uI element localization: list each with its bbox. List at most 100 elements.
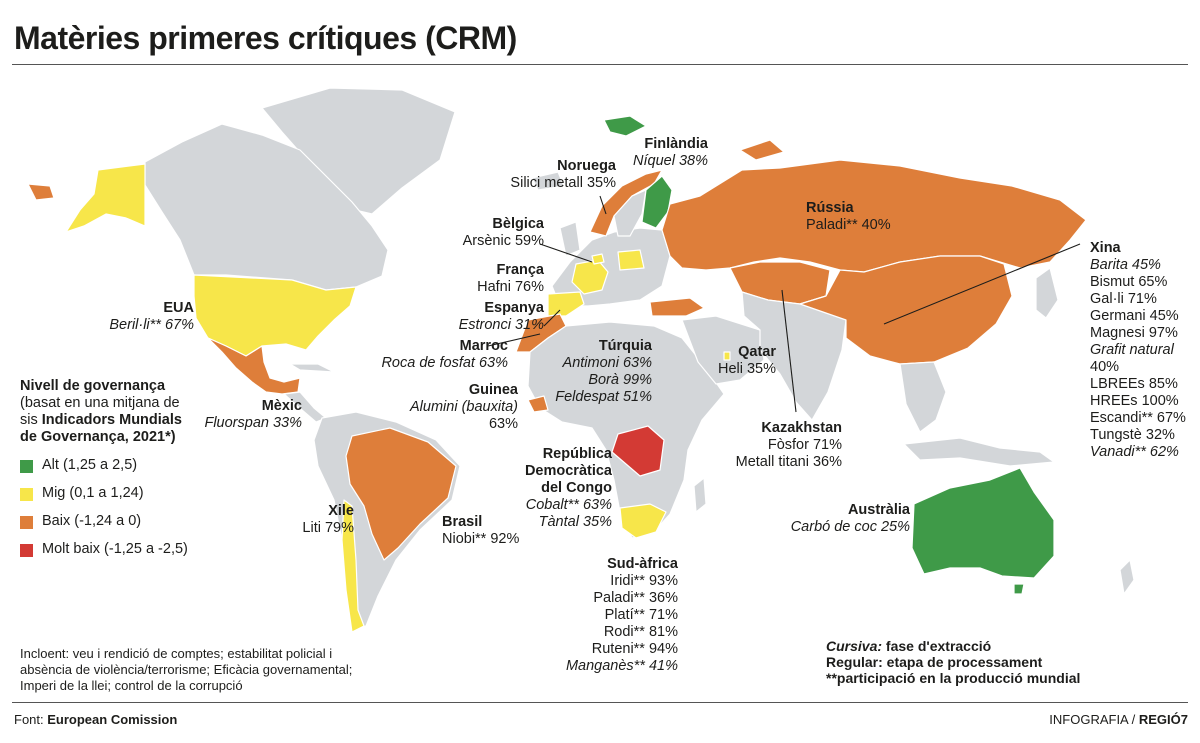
sudafrica-name: Sud-àfrica [607,556,678,572]
qatar-shape [723,351,731,361]
turquia-material-3: Feldespat 51% [555,389,652,405]
label-rdc: República Democràtica del Congo Cobalt**… [500,446,612,531]
credit: INFOGRAFIA / REGIÓ7 [1049,712,1188,727]
finlandia-material: Níquel 38% [633,153,708,169]
japan-shape [1035,267,1059,319]
australia-shape [911,467,1055,579]
brazil-shape [345,427,457,561]
mexico-shape [207,337,301,395]
title-divider [12,64,1188,65]
footer-divider [12,702,1188,703]
legend-desc-3: de Governança, 2021*) [20,429,176,445]
middle-east-shape [681,315,765,385]
source: Font: European Comission [14,712,177,727]
madagascar-shape [693,477,707,513]
footnote-line-1: Incloent: veu i rendició de comptes; est… [20,646,333,661]
drc-shape [611,425,665,477]
xina-material-6: Grafit natural [1090,342,1174,358]
cuba-shape [289,363,335,373]
spain-shape [547,291,585,317]
xina-material-7: LBREEs 85% [1090,376,1178,392]
footnote: Incloent: veu i rendició de comptes; est… [20,646,410,694]
key-regular: Regular: etapa de processament [826,654,1043,670]
legend-item-baix: Baix (-1,24 a 0) [42,513,142,529]
sudafrica-material-6: Manganès** 41% [565,658,678,674]
eua-name: EUA [163,300,194,316]
africa-shape [527,321,725,539]
rdc-name-3: del Congo [541,480,612,496]
south-africa-shape [619,503,667,539]
alaska-shape [65,163,146,233]
kazakhstan-name: Kazakhstan [761,420,842,436]
indonesia-shape [903,437,1055,467]
legend-desc-2-plain: sis [20,412,38,428]
xina-material-3: Gal·li 71% [1090,291,1157,307]
label-russia: Rússia Paladi** 40% [806,200,891,234]
typography-key: Cursiva: fase d'extracció Regular: etapa… [826,638,1080,686]
xina-material-6b: 40% [1090,359,1120,375]
sudafrica-material-2: Paladi** 36% [593,590,678,606]
marroc-material: Roca de fosfat 63% [381,355,508,371]
belgica-material: Arsènic 59% [462,233,544,249]
turkey-shape [649,297,705,317]
mexic-material: Fluorspan 33% [204,415,302,431]
credit-name: REGIÓ7 [1138,712,1188,727]
sudafrica-material-4: Rodi** 81% [603,624,678,640]
leader-kazakhstan [781,289,797,413]
guinea-material: Alumini (bauxita) [410,399,518,415]
russia-name: Rússia [806,200,854,216]
russia-north-shape [739,139,785,161]
xina-material-9: Escandi** 67% [1090,410,1186,426]
sudafrica-material-3: Platí** 71% [604,607,678,623]
source-name: European Comission [47,712,178,727]
label-kazakhstan: Kazakhstan Fòsfor 71% Metall titani 36% [718,420,842,471]
label-turquia: Túrquia Antimoni 63% Borà 99% Feldespat … [540,338,652,406]
rdc-material-2: Tàntal 35% [538,514,612,530]
china-shape [799,255,1013,365]
eua-material: Beril·li** 67% [109,317,194,333]
rdc-name-2: Democràtica [524,463,612,479]
turquia-name: Túrquia [598,338,652,354]
alaska-tip-shape [27,183,55,201]
label-sudafrica: Sud-àfrica Iridi** 93% Paladi** 36% Plat… [556,556,678,675]
footnote-line-3: Imperi de la llei; control de la corrupc… [20,678,243,693]
kazakhstan-material-1: Fòsfor 71% [767,437,842,453]
label-xina: Xina Barita 45% Bismut 65% Gal·li 71% Ge… [1090,240,1186,461]
leader-xina [883,243,1081,325]
key-italic-label: Cursiva: [826,638,883,654]
xina-material-8: HREEs 100% [1090,393,1179,409]
key-stars: **participació en la producció mundial [826,670,1081,686]
marroc-name: Marroc [459,338,508,354]
legend-swatch-molt-baix [20,544,33,557]
rdc-name-1: República [542,446,612,462]
tasmania-shape [1013,583,1025,595]
poland-shape [617,249,645,271]
legend-swatch-alt [20,460,33,473]
sudafrica-material-1: Iridi** 93% [610,573,678,589]
sweden-shape [613,189,647,237]
rdc-material-1: Cobalt** 63% [525,497,612,513]
key-italic: Cursiva: fase d'extracció [826,638,1080,654]
australia-name: Austràlia [847,502,910,518]
qatar-material: Heli 35% [717,361,776,377]
usa-shape [193,274,357,357]
belgium-shape [591,253,605,265]
label-belgica: Bèlgica Arsènic 59% [440,216,544,250]
label-brasil: Brasil Niobi** 92% [442,514,519,548]
label-noruega: Noruega Silici metall 35% [470,158,616,192]
noruega-name: Noruega [557,158,616,174]
leader-noruega [599,195,607,215]
legend-desc-2-bold: Indicadors Mundials [41,412,182,428]
legend-heading: Nivell de governança [20,378,166,394]
brasil-material: Niobi** 92% [442,531,520,547]
xina-material-1: Barita 45% [1090,257,1161,273]
legend-desc-1: (basat en una mitjana de [20,395,180,411]
page-title: Matèries primeres crítiques (CRM) [14,20,517,56]
canada-shape [144,123,389,291]
mexic-name: Mèxic [261,398,302,414]
svalbard-shape [603,115,647,137]
governance-legend: Nivell de governança (basat en una mitja… [20,378,182,446]
xina-material-10: Tungstè 32% [1090,427,1175,443]
southeast-asia-shape [899,361,947,433]
